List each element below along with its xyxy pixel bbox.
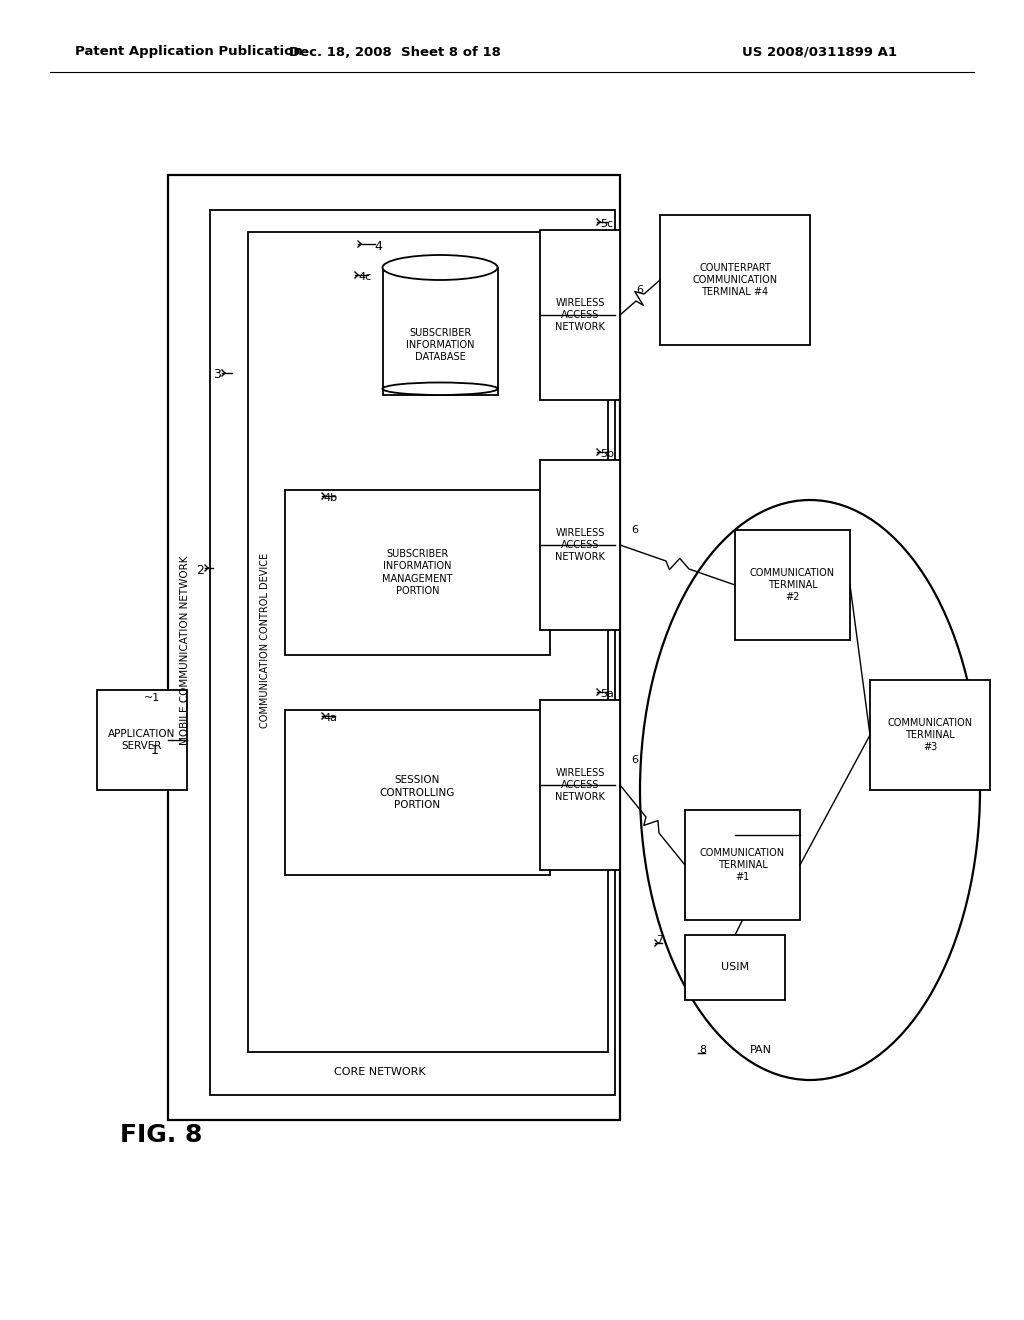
Ellipse shape xyxy=(383,383,498,395)
Text: 7: 7 xyxy=(656,935,664,945)
Bar xyxy=(168,176,620,1119)
Text: SESSION
CONTROLLING
PORTION: SESSION CONTROLLING PORTION xyxy=(380,775,456,810)
Bar xyxy=(248,232,608,1052)
Text: 4a: 4a xyxy=(323,713,337,723)
Text: 3: 3 xyxy=(213,368,221,381)
Text: 4c: 4c xyxy=(358,272,372,282)
Text: Dec. 18, 2008  Sheet 8 of 18: Dec. 18, 2008 Sheet 8 of 18 xyxy=(289,45,501,58)
Text: 4b: 4b xyxy=(323,492,337,503)
Bar xyxy=(97,690,187,789)
Text: COMMUNICATION
TERMINAL
#2: COMMUNICATION TERMINAL #2 xyxy=(750,568,835,602)
Text: CORE NETWORK: CORE NETWORK xyxy=(334,1067,426,1077)
Bar xyxy=(870,680,990,789)
Text: 4: 4 xyxy=(374,239,382,252)
Text: 5c: 5c xyxy=(600,219,613,228)
Bar xyxy=(685,935,785,1001)
Text: 1: 1 xyxy=(152,743,159,756)
Text: SUBSCRIBER
INFORMATION
DATABASE: SUBSCRIBER INFORMATION DATABASE xyxy=(406,327,474,363)
Text: USIM: USIM xyxy=(721,962,750,973)
Text: 8: 8 xyxy=(699,1045,707,1055)
Text: WIRELESS
ACCESS
NETWORK: WIRELESS ACCESS NETWORK xyxy=(555,768,605,803)
Text: 5a: 5a xyxy=(600,689,613,700)
Text: ~1: ~1 xyxy=(144,693,160,704)
Bar xyxy=(285,710,550,875)
Ellipse shape xyxy=(640,500,980,1080)
Text: SUBSCRIBER
INFORMATION
MANAGEMENT
PORTION: SUBSCRIBER INFORMATION MANAGEMENT PORTIO… xyxy=(382,549,453,597)
Text: COMMUNICATION
TERMINAL
#1: COMMUNICATION TERMINAL #1 xyxy=(700,847,785,882)
Bar xyxy=(685,810,800,920)
Bar xyxy=(383,268,498,395)
Bar xyxy=(660,215,810,345)
Text: COMMUNICATION
TERMINAL
#3: COMMUNICATION TERMINAL #3 xyxy=(888,718,973,752)
Bar xyxy=(540,459,620,630)
Text: COMMUNICATION CONTROL DEVICE: COMMUNICATION CONTROL DEVICE xyxy=(260,553,270,727)
Ellipse shape xyxy=(383,255,498,280)
Bar xyxy=(735,531,850,640)
Text: 6: 6 xyxy=(632,755,639,766)
Text: 5b: 5b xyxy=(600,449,614,459)
Text: 6: 6 xyxy=(632,525,639,535)
Text: FIG. 8: FIG. 8 xyxy=(120,1123,203,1147)
Text: APPLICATION
SERVER: APPLICATION SERVER xyxy=(109,729,176,751)
Text: MOBILE COMMUNICATION NETWORK: MOBILE COMMUNICATION NETWORK xyxy=(180,556,190,744)
Text: WIRELESS
ACCESS
NETWORK: WIRELESS ACCESS NETWORK xyxy=(555,528,605,562)
Text: US 2008/0311899 A1: US 2008/0311899 A1 xyxy=(742,45,897,58)
Bar xyxy=(540,700,620,870)
Text: 2: 2 xyxy=(196,564,204,577)
Text: Patent Application Publication: Patent Application Publication xyxy=(75,45,303,58)
Bar xyxy=(285,490,550,655)
Text: PAN: PAN xyxy=(750,1045,772,1055)
Bar xyxy=(210,210,615,1096)
Text: COUNTERPART
COMMUNICATION
TERMINAL #4: COUNTERPART COMMUNICATION TERMINAL #4 xyxy=(692,263,777,297)
Text: 6: 6 xyxy=(637,285,643,294)
Bar xyxy=(540,230,620,400)
Text: WIRELESS
ACCESS
NETWORK: WIRELESS ACCESS NETWORK xyxy=(555,297,605,333)
